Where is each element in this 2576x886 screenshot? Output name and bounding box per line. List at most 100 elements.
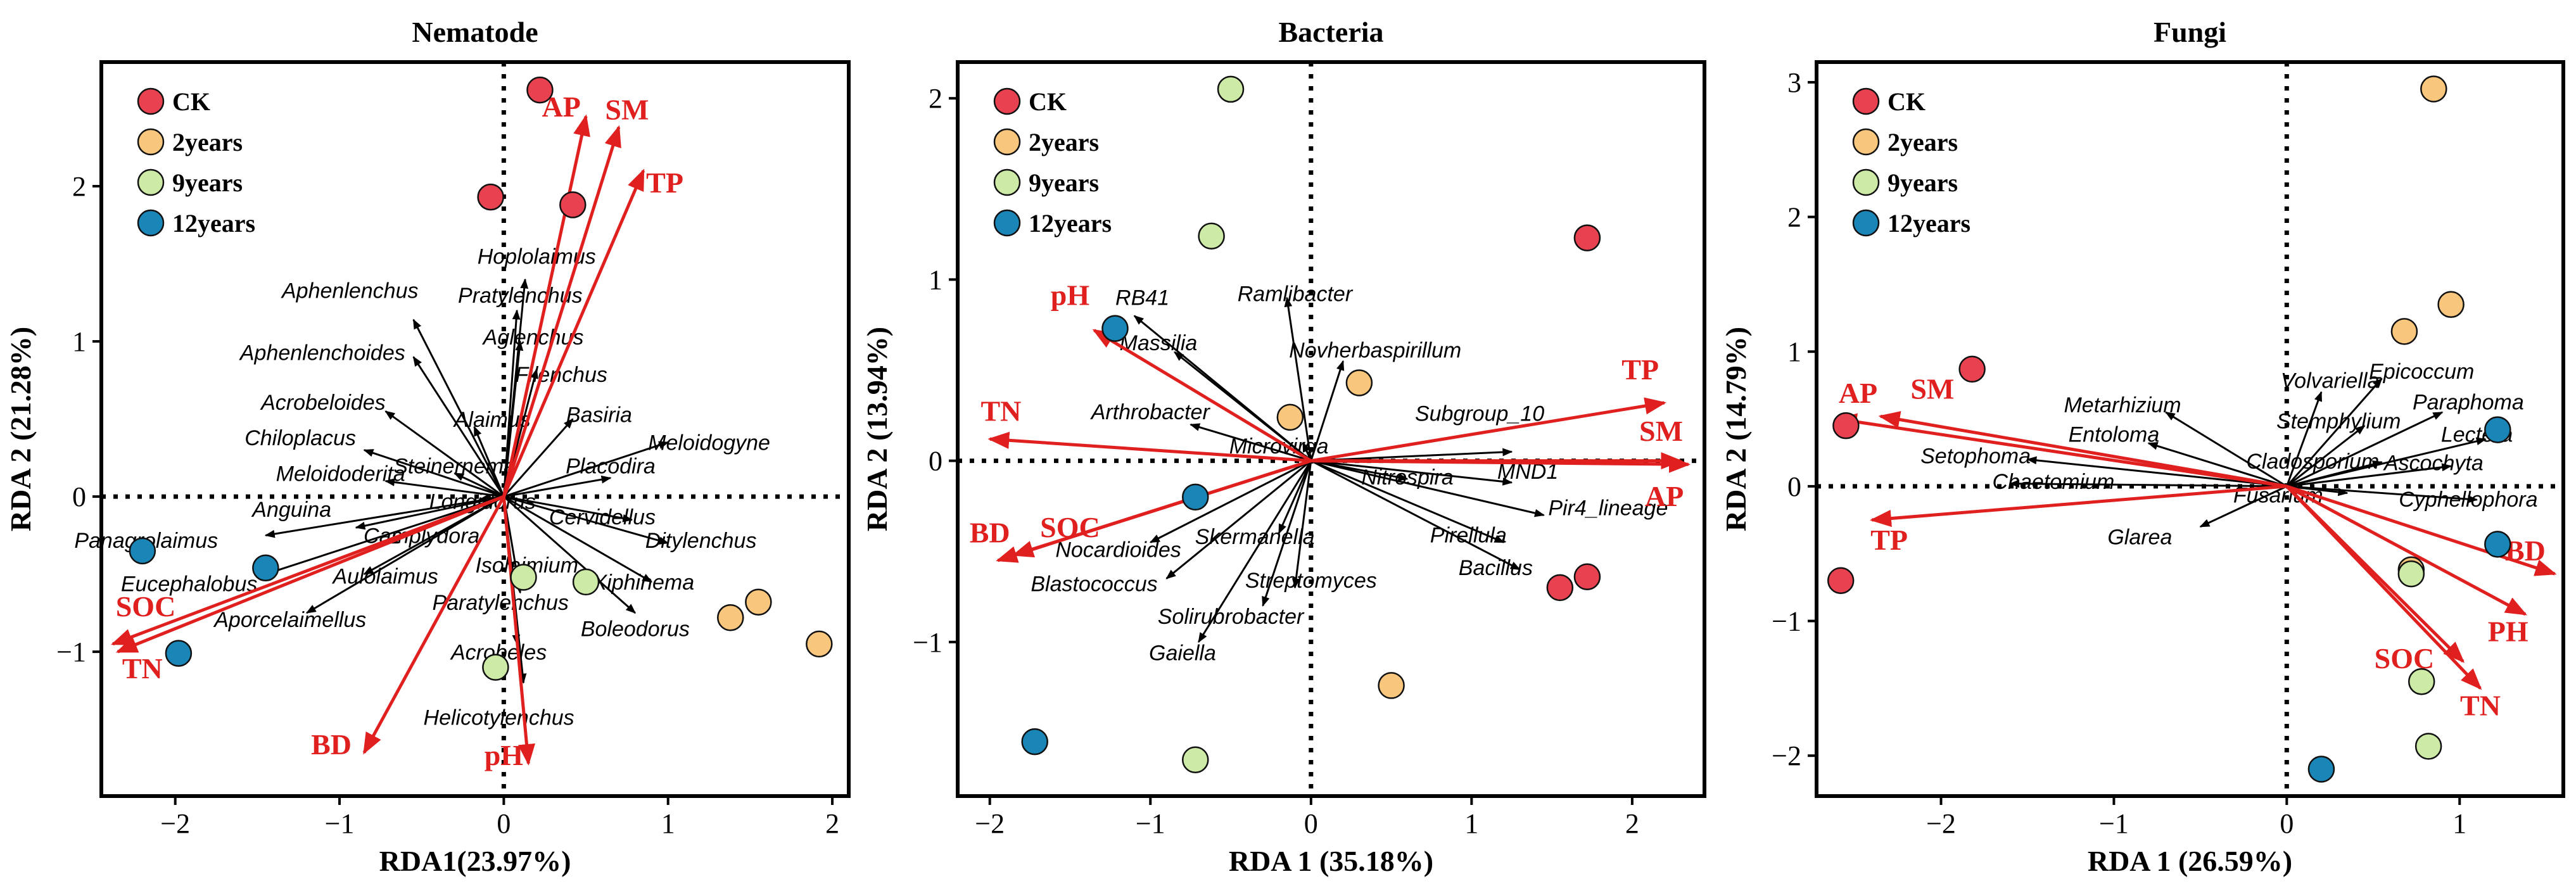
species-arrow [1278, 460, 1312, 535]
species-arrow [2286, 411, 2444, 488]
species-label: Ascochyta [2383, 451, 2484, 475]
env-arrow [1092, 329, 1312, 462]
species-label: Eucephalobus [121, 573, 258, 597]
species-arrow [2164, 411, 2288, 488]
species-arrow [1291, 460, 1312, 589]
x-axis-label: RDA 1 (35.18%) [1229, 845, 1433, 877]
species-label: Meloidoderita [276, 462, 405, 486]
legend-marker [993, 87, 1021, 115]
species-arrow [473, 426, 505, 497]
sample-point [252, 554, 279, 582]
sample-point [1276, 403, 1304, 431]
x-tick-label: −2 [160, 808, 190, 839]
species-label: RB41 [1115, 286, 1169, 310]
panel-bacteria: Bacteria RB41 Ramlibacter Massilia Novherbas… [861, 16, 1706, 877]
species-label: Blastococcus [1031, 573, 1157, 597]
env-arrow [2286, 484, 2557, 576]
sample-point [2420, 75, 2447, 103]
legend-label: CK [1029, 87, 1067, 116]
sample-point [1546, 574, 1574, 602]
y-tick-label: 3 [1787, 67, 1801, 98]
sample-point [1958, 355, 1986, 383]
env-label: TP [646, 167, 683, 199]
y-tick-label: 2 [1787, 202, 1801, 233]
env-arrow [502, 496, 536, 766]
sample-point [572, 568, 600, 596]
legend-marker [993, 128, 1021, 156]
species-arrow [363, 449, 504, 498]
species-arrow [2009, 479, 2287, 488]
y-tick-label: 1 [929, 264, 942, 295]
legend-marker [1852, 209, 1880, 237]
legend: CK 2years 9years 12years [993, 87, 1112, 237]
sample-point [2307, 756, 2335, 783]
species-label: Steinernema [393, 454, 516, 478]
sample-point [1827, 567, 1855, 594]
env-label: AP [1839, 377, 1877, 409]
species-arrow [1310, 460, 1505, 543]
env-arrow [2286, 484, 2527, 616]
env-arrow [987, 431, 1311, 463]
sample-point [1573, 563, 1601, 590]
x-tick-label: −2 [1926, 808, 1956, 839]
panel-title: Fungi [2154, 16, 2226, 48]
sample-point [1101, 315, 1129, 342]
y-tick-label: 1 [1787, 336, 1801, 367]
species-label: Xiphinema [592, 571, 694, 595]
sample-point [129, 537, 156, 565]
species-label: Aphenlenchoides [239, 341, 405, 365]
x-tick-label: −1 [2099, 808, 2129, 839]
species-arrow [504, 495, 633, 522]
env-label: SOC [1040, 511, 1100, 543]
y-tick-label: 0 [929, 446, 942, 477]
x-tick-label: 2 [825, 808, 839, 839]
y-axis-label: RDA 2 (14.79%) [1720, 327, 1752, 531]
legend: CK 2years 9years 12years [1852, 87, 1970, 237]
env-arrow [1310, 455, 1691, 473]
species-arrow [1190, 423, 1312, 462]
species-label: Solirubrobacter [1158, 605, 1305, 629]
species-arrow [2286, 425, 2366, 488]
sample-point [2390, 318, 2418, 345]
species-arrow [2199, 485, 2287, 528]
legend-marker [993, 209, 1021, 237]
env-label: TP [1870, 524, 1908, 556]
legend-label: 12years [1029, 209, 1112, 237]
legend-label: 2years [172, 128, 243, 156]
species-arrow [1262, 460, 1312, 607]
species-label: Entoloma [2069, 423, 2160, 447]
sample-point [1573, 224, 1601, 251]
y-tick-label: 2 [929, 83, 942, 114]
x-axis-label: RDA1(23.97%) [379, 845, 571, 877]
sample-point [510, 564, 537, 591]
legend-marker [137, 128, 165, 156]
legend-label: 12years [172, 209, 255, 237]
x-tick-label: −2 [975, 808, 1005, 839]
species-label: Skermanella [1195, 525, 1315, 549]
env-arrow [1878, 411, 2287, 488]
sample-point [526, 76, 554, 104]
sample-point [1182, 746, 1209, 774]
species-label: Setophoma [1920, 445, 2031, 469]
species-arrow [502, 309, 521, 497]
sample-point [745, 588, 772, 616]
species-label: Epicoccum [2369, 360, 2474, 384]
species-arrow [503, 495, 653, 583]
x-tick-label: 0 [1304, 808, 1318, 839]
x-tick-label: 1 [2452, 808, 2466, 839]
species-arrow [1310, 360, 1345, 462]
env-label: pH [1051, 279, 1090, 311]
x-tick-label: 0 [497, 808, 511, 839]
sample-point [1832, 412, 1860, 440]
species-label: Anguina [251, 498, 331, 522]
species-arrow [454, 472, 505, 498]
panel-title: Nematode [412, 16, 538, 48]
species-label: Paratylenchus [432, 591, 568, 615]
env-label: SM [1910, 373, 1954, 405]
species-arrow [1174, 351, 1312, 462]
x-tick-label: −1 [325, 808, 355, 839]
env-label: TN [2460, 689, 2501, 721]
sample-point [559, 191, 587, 218]
species-label: Chiloplacus [244, 426, 356, 450]
species-arrow [1310, 460, 1521, 571]
